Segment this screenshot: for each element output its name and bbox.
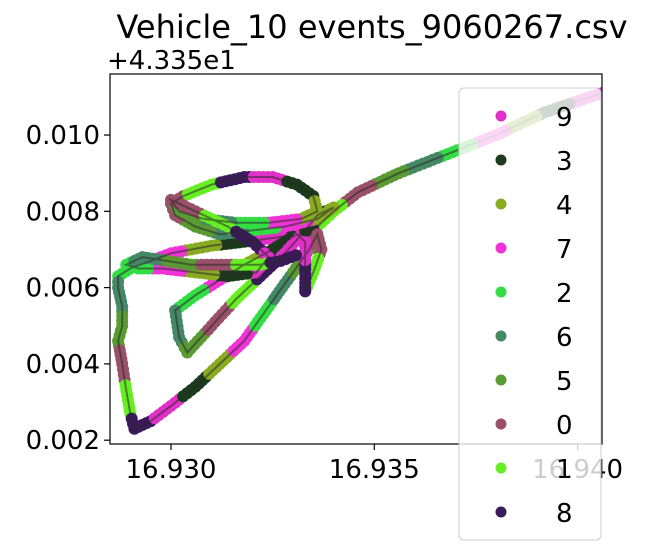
y-offset-text: +4.335e1 [107, 46, 236, 76]
legend-marker [495, 198, 507, 210]
legend-marker [495, 330, 507, 342]
legend-label: 8 [556, 499, 573, 529]
legend-marker [495, 110, 507, 122]
chart-title: Vehicle_10 events_9060267.csv [116, 8, 627, 46]
legend-label: 7 [556, 235, 573, 265]
legend-marker [495, 374, 507, 386]
legend-items: 9 3 4 7 2 6 5 0 1 8 [495, 103, 573, 529]
legend-marker [495, 506, 507, 518]
legend-label: 4 [556, 191, 573, 221]
legend-marker [495, 242, 507, 254]
y-tick-label: 0.004 [26, 350, 100, 380]
legend-marker [495, 462, 507, 474]
legend-label: 6 [556, 323, 573, 353]
legend-label: 2 [556, 279, 573, 309]
legend-label: 9 [556, 103, 573, 133]
legend-label: 1 [556, 455, 573, 485]
legend-label: 0 [556, 411, 573, 441]
legend-marker [495, 286, 507, 298]
y-tick-label: 0.008 [26, 197, 100, 227]
y-tick-label: 0.002 [26, 426, 100, 456]
legend-label: 5 [556, 367, 573, 397]
legend-label: 3 [556, 147, 573, 177]
legend-marker [495, 154, 507, 166]
x-tick-label: 16.935 [329, 455, 420, 485]
x-tick-label: 16.930 [125, 455, 216, 485]
y-tick-label: 0.010 [26, 121, 100, 151]
y-axis: 0.002 0.004 0.006 0.008 0.010 [26, 121, 110, 456]
legend-box [458, 87, 602, 541]
plot-frame [109, 73, 603, 445]
route-line [117, 92, 602, 431]
legend-marker [495, 418, 507, 430]
y-tick-label: 0.006 [26, 274, 100, 304]
legend: 9 3 4 7 2 6 5 0 1 8 [458, 87, 602, 541]
